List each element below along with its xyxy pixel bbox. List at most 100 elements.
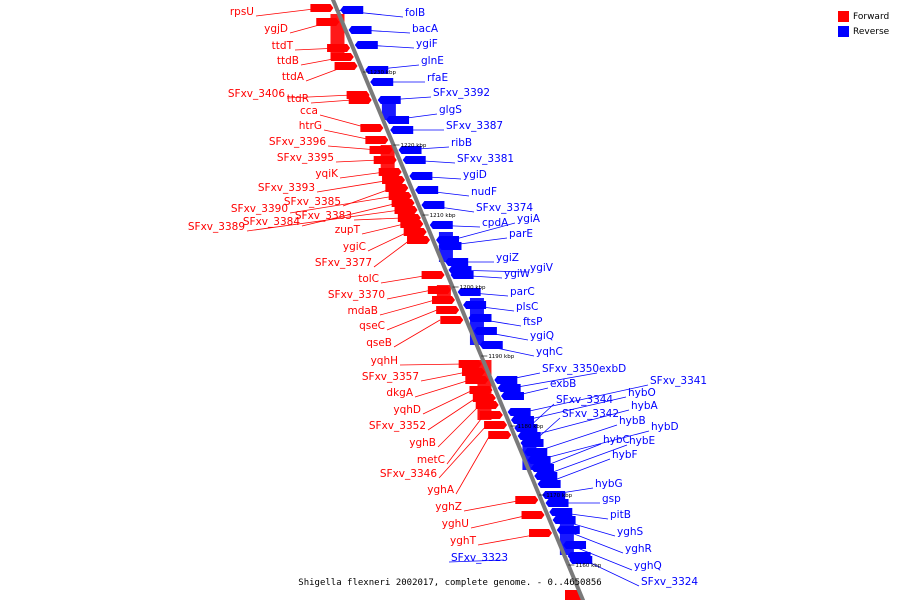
forward-connector [427, 397, 477, 431]
forward-gene [365, 136, 389, 144]
forward-gene [400, 220, 424, 228]
reverse-gene [494, 376, 518, 384]
legend-forward: Forward [838, 9, 889, 24]
reverse-gene-label: parC [510, 286, 535, 298]
forward-connector [414, 379, 471, 398]
legend-reverse-label: Reverse [853, 26, 890, 37]
kbp-tick-label: 1200 kbp [460, 285, 486, 291]
forward-gene [484, 421, 508, 429]
reverse-gene-label: gsp [602, 493, 621, 505]
legend: Forward Reverse [838, 9, 889, 39]
reverse-gene-label: SFxv_3323 [451, 552, 508, 564]
forward-gene [382, 176, 406, 184]
forward-gene-label: SFxv_3393 [258, 182, 315, 194]
reverse-block [438, 232, 453, 262]
reverse-gene-label: SFxv_3374 [476, 202, 533, 214]
reverse-gene-label: ygiD [463, 169, 487, 181]
forward-gene [436, 306, 460, 314]
reverse-gene-label: parE [509, 228, 533, 240]
reverse-gene-label: nudF [471, 186, 497, 198]
reverse-gene-label: hybA [631, 400, 659, 412]
forward-gene-label: ttdR [287, 93, 309, 105]
kbp-tick-label: 1220 kbp [400, 143, 426, 149]
forward-gene-label: htrG [299, 120, 322, 132]
reverse-gene-label: SFxv_3324 [641, 576, 698, 588]
reverse-gene-label: ygiV [530, 262, 554, 274]
reverse-gene-label: SFxv_3342 [562, 408, 619, 420]
reverse-gene [542, 491, 566, 499]
forward-connector [339, 171, 386, 179]
reverse-gene-label: ygiF [416, 38, 438, 50]
reverse-gene-label: hybO [628, 387, 656, 399]
reverse-connector [525, 396, 627, 421]
forward-gene-label: SFxv_3395 [277, 152, 334, 164]
forward-gene [394, 206, 418, 214]
reverse-gene [530, 464, 554, 472]
forward-connector [353, 217, 403, 221]
reverse-gene-label: bacA [412, 23, 439, 35]
reverse-block [559, 520, 574, 555]
forward-gene [529, 529, 553, 537]
reverse-gene-label: SFxv_3344 [556, 394, 613, 406]
forward-gene [391, 199, 415, 207]
forward-gene-label: SFxv_3377 [315, 257, 372, 269]
forward-connector [301, 202, 399, 227]
forward-connector [420, 371, 468, 382]
forward-gene [388, 192, 412, 200]
forward-gene-label: yghZ [435, 501, 462, 513]
reverse-gene-label: SFxv_3350 [542, 363, 599, 375]
forward-gene [407, 236, 431, 244]
reverse-gene-label: pitB [610, 509, 631, 521]
forward-gene [348, 96, 372, 104]
kbp-tick-label: 1210 kbp [430, 213, 456, 219]
forward-gene-label: rpsU [230, 6, 254, 18]
reverse-gene-label: yqhC [536, 346, 563, 358]
forward-gene-label: SFxv_3383 [295, 210, 352, 222]
reverse-gene-label: hybD [651, 421, 679, 433]
forward-connector [373, 239, 411, 268]
reverse-gene-label: ygiQ [530, 330, 554, 342]
reverse-gene-label: ribB [451, 137, 472, 149]
forward-gene-label: mdaB [347, 305, 378, 317]
reverse-gene-label: exbD [599, 363, 626, 375]
reverse-gene [510, 416, 534, 424]
reverse-gene-label: exbB [550, 378, 576, 390]
legend-reverse: Reverse [838, 24, 889, 39]
reverse-gene-label: hybG [595, 478, 623, 490]
reverse-gene-label: cpdA [482, 217, 509, 229]
forward-gene [488, 431, 512, 439]
forward-gene-label: yghU [442, 518, 469, 530]
forward-connector [393, 319, 441, 348]
forward-connector [463, 499, 524, 512]
reverse-connector [511, 372, 598, 389]
forward-connector [470, 514, 530, 529]
reverse-gene-label: glnE [421, 55, 444, 67]
forward-gene-label: SFxv_3370 [328, 289, 385, 301]
reverse-connector [541, 444, 628, 477]
reverse-gene-label: SFxv_3341 [650, 375, 707, 387]
forward-gene-label: qseC [359, 320, 385, 332]
reverse-gene-label: yghR [625, 543, 652, 555]
reverse-gene-label: yghS [617, 526, 644, 538]
reverse-gene [402, 156, 426, 164]
reverse-gene [348, 26, 372, 34]
forward-gene-label: cca [300, 105, 318, 117]
forward-connector [361, 223, 405, 235]
forward-gene-label: SFxv_3384 [243, 216, 300, 228]
forward-connector [438, 424, 488, 479]
reverse-gene [415, 186, 439, 194]
forward-gene-label: yqhD [393, 404, 421, 416]
forward-gene [421, 271, 445, 279]
forward-gene-label: metC [417, 454, 445, 466]
forward-block [436, 285, 451, 300]
forward-gene-label: zupT [335, 224, 361, 236]
reverse-gene [500, 392, 524, 400]
forward-connector [422, 389, 474, 415]
reverse-gene [497, 384, 521, 392]
forward-connector [316, 179, 392, 193]
forward-gene-label: SFxv_3390 [231, 203, 288, 215]
forward-gene-label: SFxv_3389 [188, 221, 245, 233]
forward-connector [335, 159, 381, 163]
kbp-tick-label: 1180 kbp [517, 424, 543, 430]
